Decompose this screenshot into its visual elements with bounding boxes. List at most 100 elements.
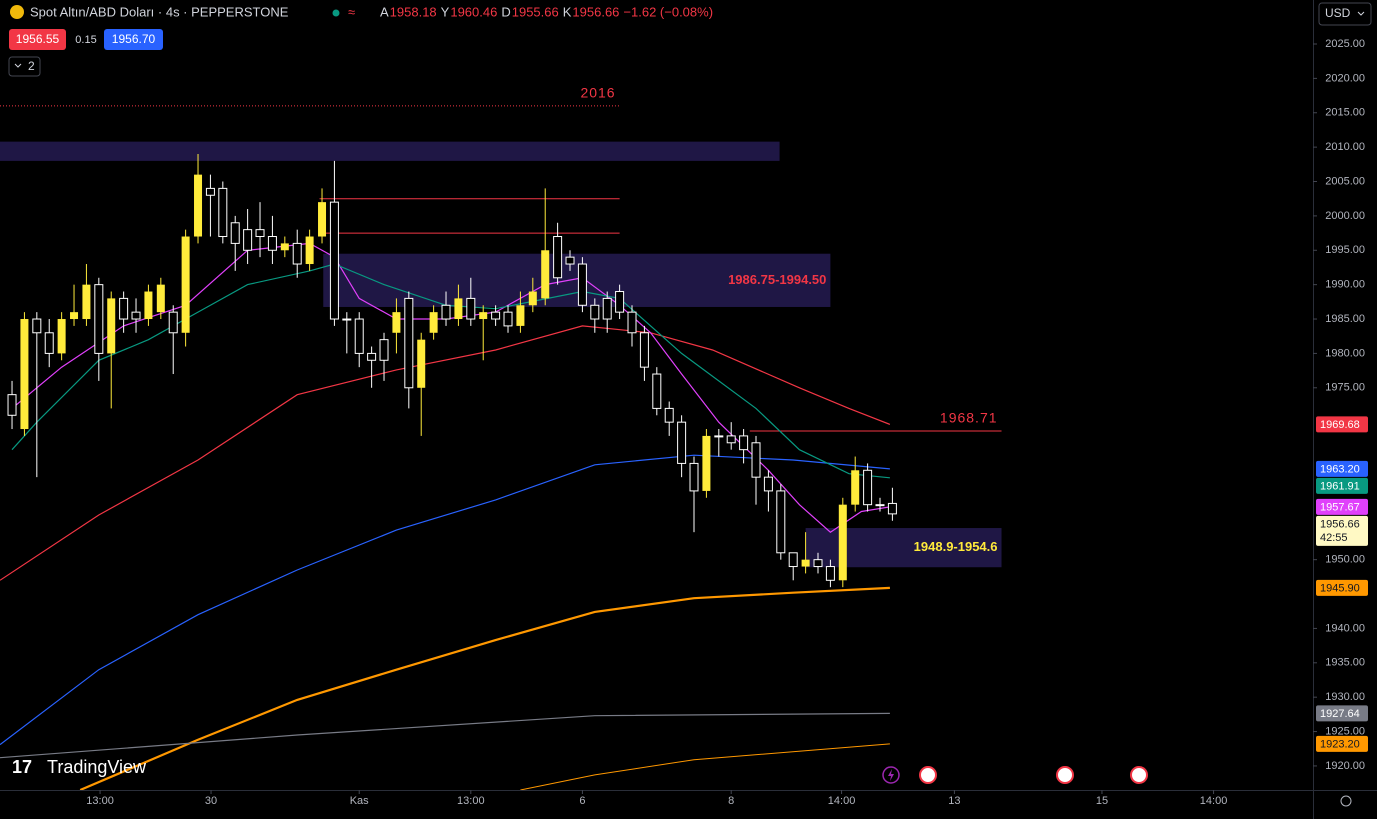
- x-tick-label: 14:00: [1200, 795, 1228, 807]
- chevron: [1357, 11, 1365, 16]
- currency[interactable]: USD: [1325, 6, 1351, 20]
- candle-body: [541, 250, 550, 299]
- candle-body: [577, 263, 587, 306]
- candle-body: [887, 502, 897, 515]
- zone-label: 1986.75-1994.50: [728, 272, 826, 287]
- level-label: 1968.71: [940, 410, 998, 426]
- candle-body: [144, 291, 153, 320]
- moving-average: [11, 263, 890, 479]
- y-tick-label: 1925.00: [1325, 725, 1365, 737]
- candle-body: [776, 490, 786, 554]
- y-tick-label: 1980.00: [1325, 347, 1365, 359]
- level-label: 2016: [580, 85, 615, 101]
- event-flag[interactable]: [1130, 766, 1148, 784]
- candle-body: [7, 394, 17, 416]
- y-tick-label: 1985.00: [1325, 313, 1365, 325]
- candle-body: [863, 469, 873, 506]
- event-icon[interactable]: [882, 766, 900, 784]
- buy-button[interactable]: [104, 29, 163, 50]
- price-tag: [1316, 735, 1368, 752]
- candle-body: [714, 435, 724, 438]
- y-tick-label: 2005.00: [1325, 175, 1365, 187]
- candle-body: [503, 311, 513, 327]
- candle-body: [255, 229, 265, 238]
- indicator-count[interactable]: 2: [28, 59, 35, 73]
- status-dot: [332, 9, 340, 17]
- candle-body: [107, 298, 116, 354]
- moving-average: [0, 325, 891, 581]
- candle-body: [20, 319, 29, 430]
- candle-body: [702, 435, 711, 491]
- sell-button[interactable]: [9, 29, 66, 50]
- candle-body: [516, 305, 525, 326]
- candle-body: [94, 284, 104, 354]
- y-tick-label: 1930.00: [1325, 691, 1365, 703]
- candle-body: [392, 312, 401, 333]
- ohlc-legend: A 1958.18 Y 1960.46 D 1955.66 K 1956.66 −1.62 (−…: [380, 4, 713, 19]
- candle-body: [466, 297, 476, 320]
- x-tick-label: 6: [579, 795, 585, 807]
- candle-body: [318, 202, 327, 237]
- candle-body: [528, 291, 537, 306]
- y-tick-label: 1975.00: [1325, 382, 1365, 394]
- symbol-title: Spot Altın/ABD Doları · 4s · PEPPERSTONE: [30, 4, 289, 19]
- y-tick-label: 2020.00: [1325, 72, 1365, 84]
- candle-body: [131, 311, 141, 320]
- candle-body: [429, 312, 438, 333]
- sell-price[interactable]: 1956.55: [16, 32, 60, 46]
- lightning: [888, 769, 894, 781]
- price-tag-label: 1957.67: [1320, 501, 1360, 513]
- candle-body: [292, 242, 302, 265]
- price-countdown: 42:55: [1320, 532, 1348, 544]
- zone-label: 1948.9-1954.6: [914, 539, 998, 554]
- x-tick-label: Kas: [350, 795, 369, 807]
- candle-body: [329, 201, 339, 320]
- y-tick-label: 1995.00: [1325, 244, 1365, 256]
- price-tag: [1316, 460, 1368, 477]
- indicators-toggle[interactable]: [8, 56, 41, 77]
- candle-body: [218, 187, 228, 238]
- y-tick-label: 2000.00: [1325, 210, 1365, 222]
- candle-body: [168, 311, 178, 334]
- candle-body: [156, 284, 165, 313]
- candle-body: [230, 222, 240, 244]
- candle-body: [181, 236, 190, 333]
- candle-body: [875, 504, 885, 507]
- candle-body: [726, 435, 736, 444]
- price-tag-label: 1923.20: [1320, 738, 1360, 750]
- candle-body: [305, 236, 314, 265]
- event-flag[interactable]: [919, 766, 937, 784]
- zone: [0, 141, 780, 161]
- ohlc-key: D: [501, 4, 510, 19]
- candle-body: [417, 339, 426, 388]
- price-tag-label: 1969.68: [1320, 419, 1360, 431]
- candle-body: [825, 566, 835, 581]
- x-tick-label: 14:00: [828, 795, 856, 807]
- ohlc-value: 1960.46: [450, 4, 497, 19]
- y-tick-label: 1935.00: [1325, 657, 1365, 669]
- price-tag: [1316, 498, 1368, 515]
- x-tick-label: 13:00: [86, 795, 114, 807]
- y-tick-label: 1990.00: [1325, 279, 1365, 291]
- ohlc-key: A: [380, 4, 389, 19]
- event-flag[interactable]: [1056, 766, 1074, 784]
- zone: [805, 528, 1002, 568]
- price-tag-label: 1945.90: [1320, 582, 1360, 594]
- brand-logo: 17: [12, 757, 32, 777]
- ohlc-value: 1956.66: [572, 4, 619, 19]
- status-icon: ≈: [348, 4, 355, 19]
- currency-select[interactable]: [1318, 2, 1372, 26]
- buy-price[interactable]: 1956.70: [112, 32, 156, 46]
- candle-body: [404, 297, 414, 389]
- candle-body: [590, 304, 600, 320]
- candle-body: [664, 407, 674, 423]
- y-tick-label: 1920.00: [1325, 760, 1365, 772]
- candle-body: [751, 442, 761, 478]
- x-tick-label: 8: [728, 795, 734, 807]
- candle-body: [553, 236, 563, 279]
- price-tag: [1316, 579, 1368, 596]
- settings-icon[interactable]: [1340, 795, 1352, 807]
- candle-body: [44, 332, 54, 354]
- ohlc-value: 1955.66: [512, 4, 559, 19]
- moving-average: [0, 712, 890, 759]
